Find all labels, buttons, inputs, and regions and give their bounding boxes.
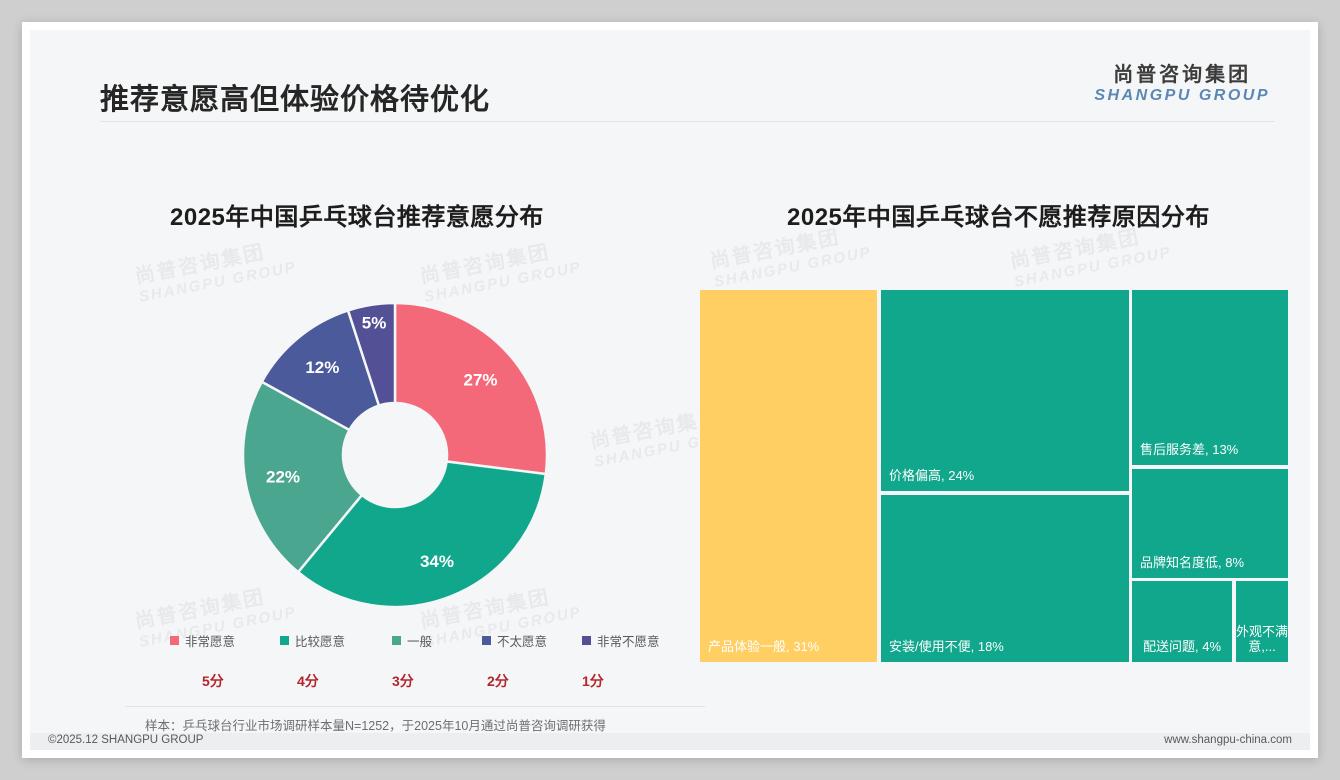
treemap-cell[interactable]: 产品体验一般, 31%	[698, 288, 879, 664]
donut-slice-label: 27%	[463, 371, 497, 390]
footer-bar	[30, 733, 1310, 750]
legend-label: 不太愿意	[497, 635, 548, 649]
legend-swatch	[582, 636, 591, 645]
legend-label: 非常愿意	[185, 635, 236, 649]
treemap-cell-label: 产品体验一般, 31%	[708, 638, 820, 654]
logo-english-text: SHANGPU GROUP	[1094, 87, 1270, 104]
footer-copyright: ©2025.12 SHANGPU GROUP	[48, 734, 204, 746]
legend-item[interactable]: 不太愿意	[482, 631, 547, 650]
donut-legend: 非常愿意 比较愿意 一般 不太愿意 非常不愿意	[170, 631, 670, 651]
treemap-cell-label: 品牌知名度低, 8%	[1140, 554, 1245, 570]
legend-label: 比较愿意	[295, 635, 346, 649]
legend-label: 一般	[407, 635, 433, 649]
donut-slice-label: 5%	[362, 314, 387, 333]
donut-chart: 27% 34% 22% 12% 5%	[145, 260, 645, 640]
slide-frame: 推荐意愿高但体验价格待优化 尚普咨询集团 SHANGPU GROUP 尚普咨询集…	[22, 22, 1318, 758]
sample-footnote: 样本：乒乓球台行业市场调研样本量N=1252，于2025年10月通过尚普咨询调研…	[145, 719, 606, 733]
donut-label-group: 27% 34% 22% 12% 5%	[266, 314, 498, 571]
legend-swatch	[482, 636, 491, 645]
brand-logo: 尚普咨询集团 SHANGPU GROUP	[1094, 64, 1270, 105]
legend-swatch	[392, 636, 401, 645]
donut-hole	[343, 403, 447, 507]
footnote-divider	[125, 706, 705, 707]
treemap-chart-title: 2025年中国乒乓球台不愿推荐原因分布	[787, 204, 1210, 231]
treemap-cell-label: 价格偏高, 24%	[889, 467, 975, 483]
legend-item[interactable]: 一般	[392, 631, 432, 650]
treemap-cell-label: 外观不满意,...	[1236, 623, 1289, 655]
legend-item[interactable]: 非常不愿意	[582, 631, 660, 650]
treemap-cell[interactable]: 价格偏高, 24%	[879, 288, 1131, 493]
treemap-cell[interactable]: 配送问题, 4%	[1130, 579, 1234, 664]
treemap-chart: 产品体验一般, 31% 价格偏高, 24% 安装/使用不便, 18% 售后服务差, 1…	[698, 288, 1290, 664]
slide-canvas: 推荐意愿高但体验价格待优化 尚普咨询集团 SHANGPU GROUP 尚普咨询集…	[30, 30, 1310, 750]
treemap-cell[interactable]: 安装/使用不便, 18%	[879, 493, 1131, 664]
treemap-cell-label: 配送问题, 4%	[1142, 638, 1221, 654]
legend-item[interactable]: 非常愿意	[170, 631, 235, 650]
treemap-cell-label: 安装/使用不便, 18%	[889, 638, 1004, 654]
logo-chinese-text: 尚普咨询集团	[1113, 64, 1252, 86]
treemap-cell[interactable]: 售后服务差, 13%	[1130, 288, 1290, 467]
score-label: 5分	[202, 673, 224, 689]
slide-header: 推荐意愿高但体验价格待优化 尚普咨询集团 SHANGPU GROUP	[30, 30, 1310, 122]
legend-swatch	[170, 636, 179, 645]
header-divider	[100, 121, 1275, 122]
donut-chart-title: 2025年中国乒乓球台推荐意愿分布	[170, 204, 544, 231]
donut-slice-label: 12%	[305, 358, 339, 377]
legend-label: 非常不愿意	[597, 635, 660, 649]
donut-slice-label: 22%	[266, 467, 300, 486]
score-label: 3分	[392, 673, 414, 689]
legend-item[interactable]: 比较愿意	[280, 631, 345, 650]
page-title: 推荐意愿高但体验价格待优化	[100, 84, 491, 116]
score-label: 2分	[487, 673, 509, 689]
treemap-cell[interactable]: 外观不满意,...	[1234, 579, 1290, 664]
legend-swatch	[280, 636, 289, 645]
treemap-cell[interactable]: 品牌知名度低, 8%	[1130, 467, 1290, 580]
footer-website[interactable]: www.shangpu-china.com	[1164, 734, 1292, 746]
treemap-cell-label: 售后服务差, 13%	[1140, 441, 1239, 457]
donut-slice-label: 34%	[420, 552, 454, 571]
score-scale-row: 5分 4分 3分 2分 1分	[170, 671, 670, 693]
donut-chart-svg: 27% 34% 22% 12% 5%	[241, 301, 549, 609]
score-label: 4分	[297, 673, 319, 689]
score-label: 1分	[582, 673, 604, 689]
donut-slice-group[interactable]	[241, 301, 549, 609]
